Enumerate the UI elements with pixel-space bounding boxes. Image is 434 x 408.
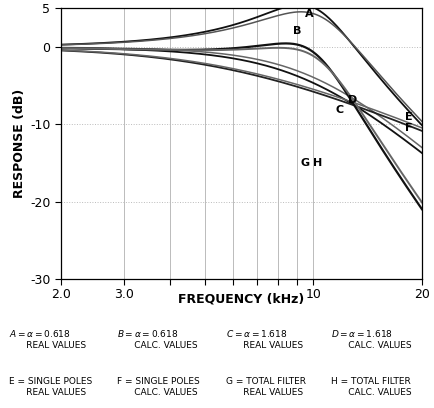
Text: D: D xyxy=(348,95,357,104)
Text: $A = \alpha = 0.618$
      REAL VALUES: $A = \alpha = 0.618$ REAL VALUES xyxy=(9,328,85,350)
Text: B: B xyxy=(293,27,301,36)
Text: E = SINGLE POLES
      REAL VALUES: E = SINGLE POLES REAL VALUES xyxy=(9,377,92,397)
Text: A: A xyxy=(305,9,313,19)
Text: F: F xyxy=(404,123,412,133)
Text: H: H xyxy=(312,158,322,168)
Text: G = TOTAL FILTER
      REAL VALUES: G = TOTAL FILTER REAL VALUES xyxy=(226,377,306,397)
Text: $B = \alpha = 0.618$
      CALC. VALUES: $B = \alpha = 0.618$ CALC. VALUES xyxy=(117,328,197,350)
X-axis label: FREQUENCY (kHz): FREQUENCY (kHz) xyxy=(178,293,304,306)
Text: 2.0: 2.0 xyxy=(51,288,71,301)
Text: $C = \alpha = 1.618$
      REAL VALUES: $C = \alpha = 1.618$ REAL VALUES xyxy=(226,328,302,350)
Text: 20: 20 xyxy=(413,288,429,301)
Text: G: G xyxy=(299,158,309,168)
Y-axis label: RESPONSE (dB): RESPONSE (dB) xyxy=(13,89,26,198)
Text: 10: 10 xyxy=(305,288,320,301)
Text: $D = \alpha = 1.618$
      CALC. VALUES: $D = \alpha = 1.618$ CALC. VALUES xyxy=(330,328,410,350)
Text: E: E xyxy=(404,112,412,122)
Text: F = SINGLE POLES
      CALC. VALUES: F = SINGLE POLES CALC. VALUES xyxy=(117,377,200,397)
Text: H = TOTAL FILTER
      CALC. VALUES: H = TOTAL FILTER CALC. VALUES xyxy=(330,377,410,397)
Text: C: C xyxy=(335,106,342,115)
Text: 3.0: 3.0 xyxy=(114,288,134,301)
